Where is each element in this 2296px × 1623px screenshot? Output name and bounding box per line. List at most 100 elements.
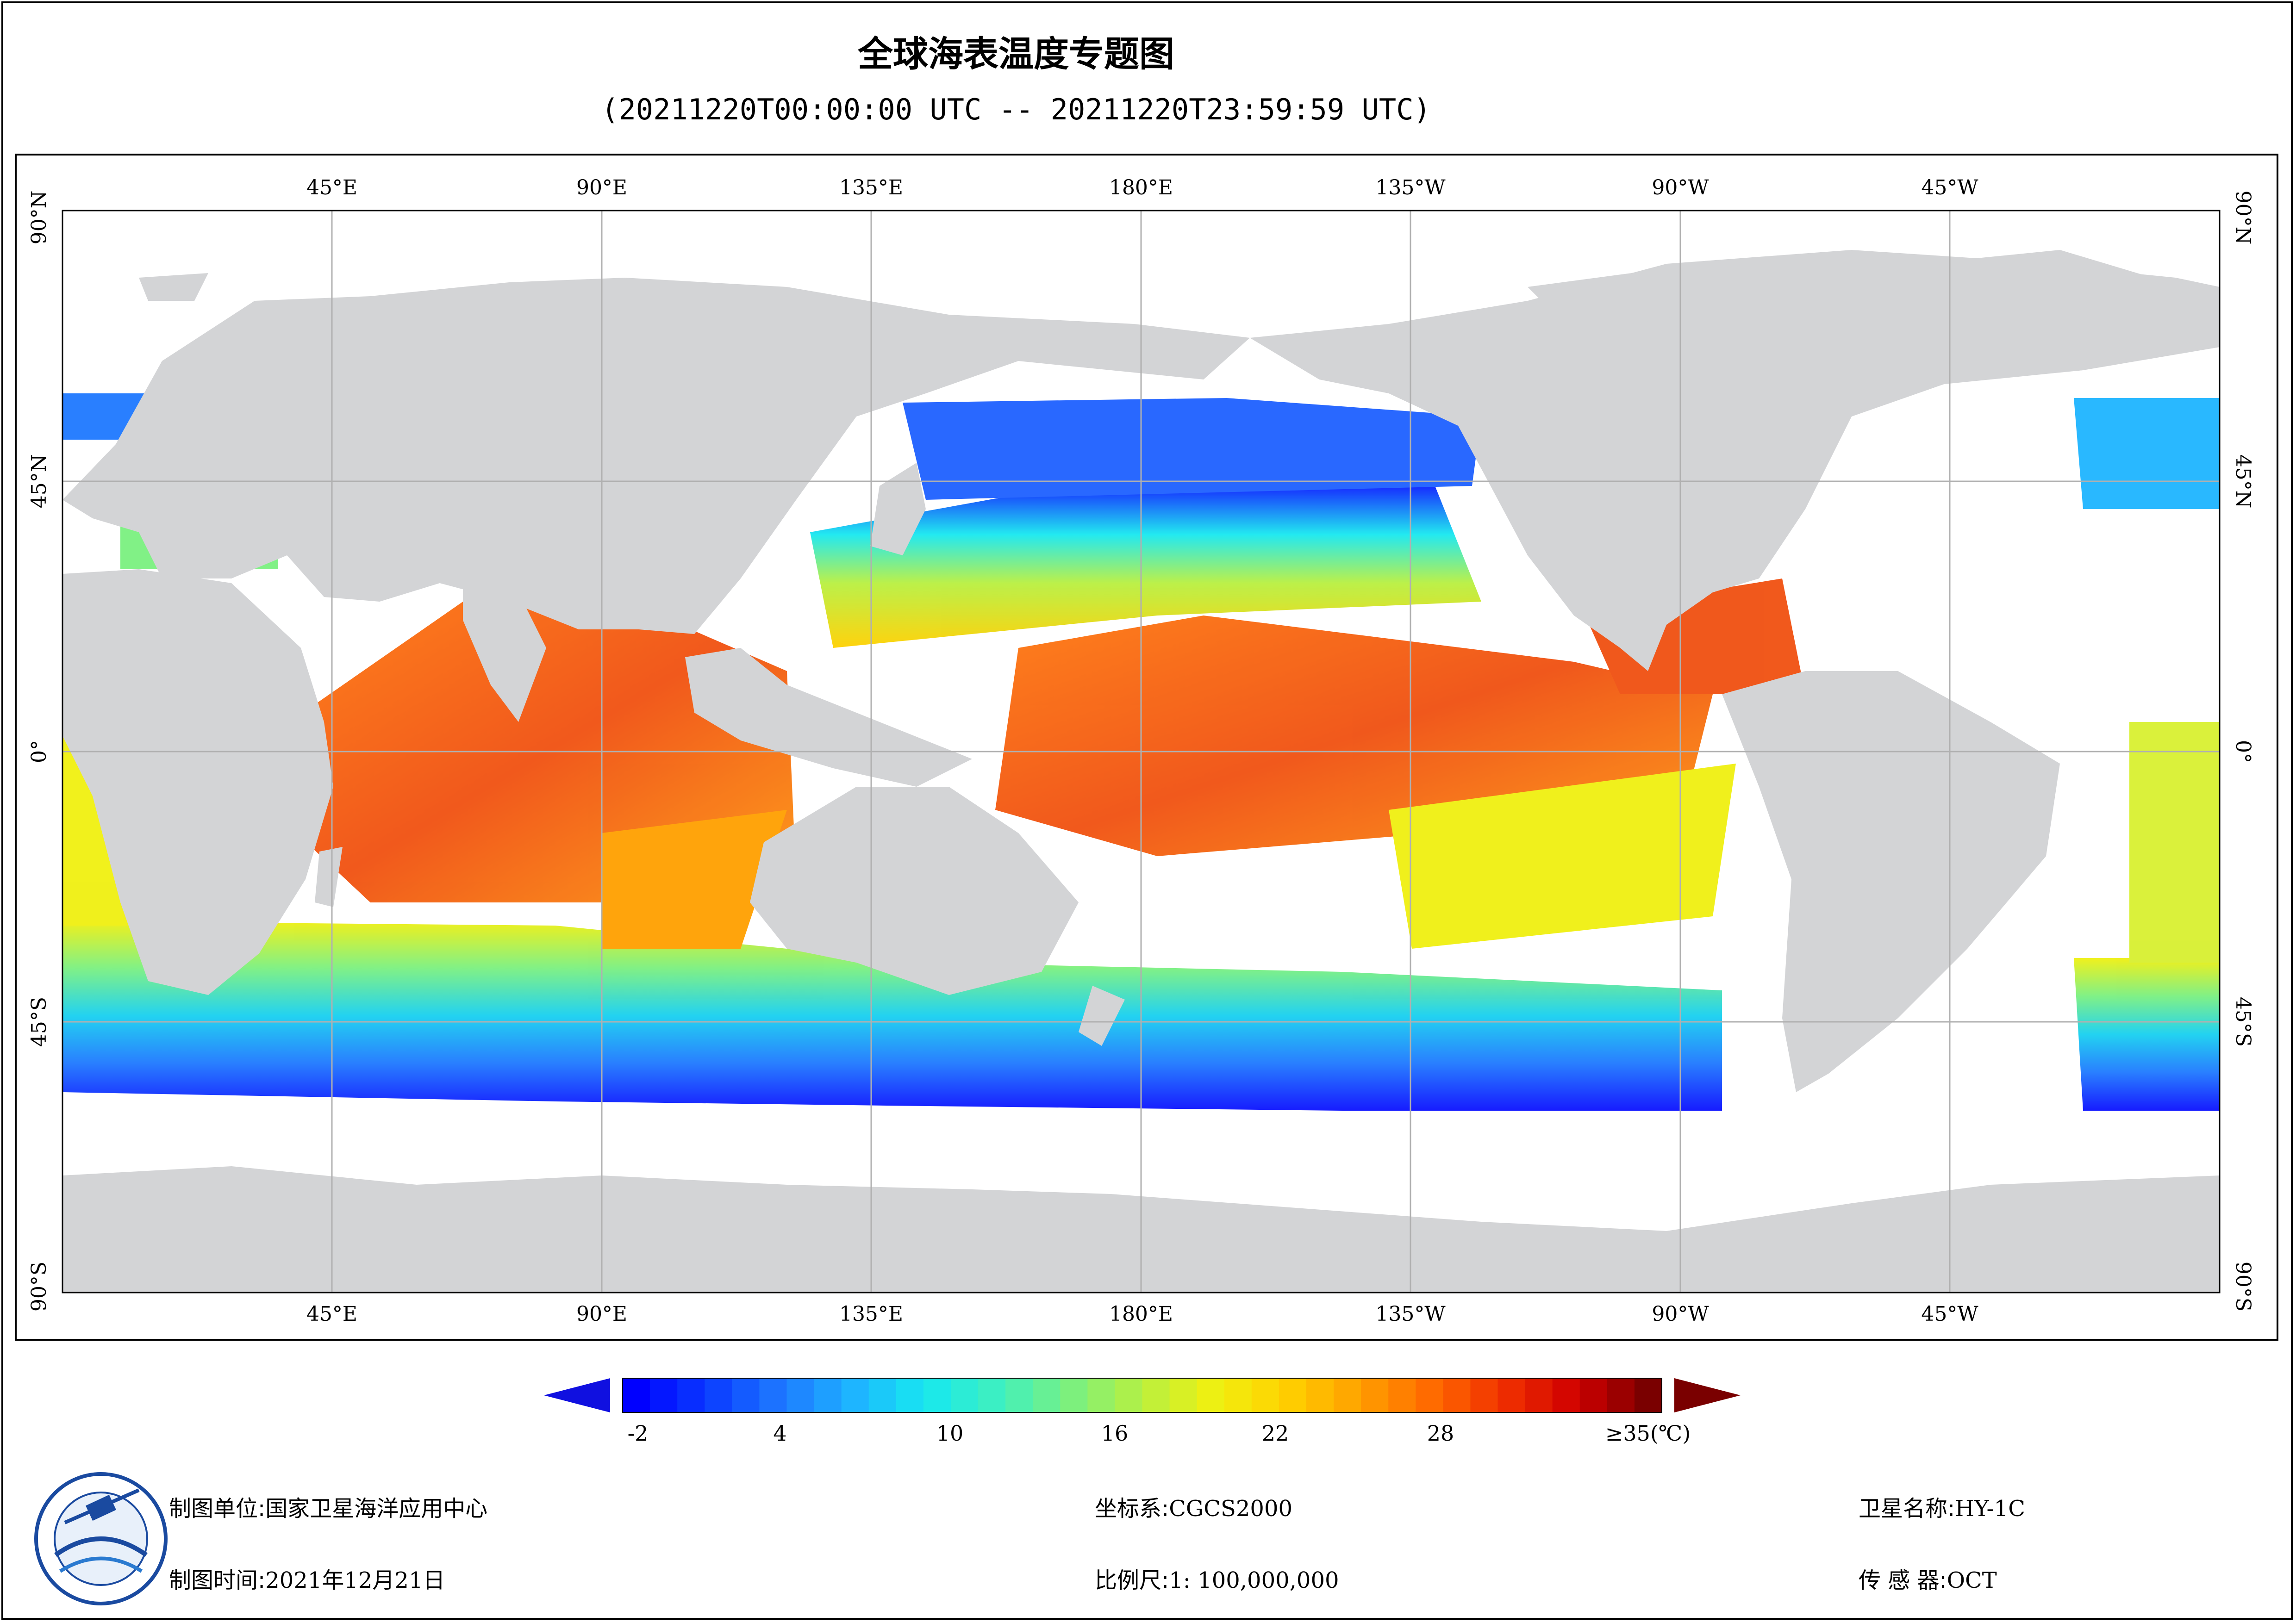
west-australia-sst (602, 810, 787, 949)
australia-land (750, 787, 1079, 995)
lon-label-bottom: 45°E (306, 1302, 358, 1326)
japan-land (870, 463, 926, 555)
crs-label: 坐标系: (1095, 1496, 1169, 1522)
colorbar-cell (1607, 1378, 1635, 1412)
time-range-subtitle: (20211220T00:00:00 UTC -- 20211220T23:59… (601, 93, 1431, 126)
west-atlantic-sst (2129, 722, 2220, 963)
crs-value: CGCS2000 (1169, 1496, 1293, 1522)
scale-value: 1: 100,000,000 (1169, 1567, 1339, 1593)
sensor-label: 传 感 器: (1859, 1567, 1947, 1593)
scale-field: 比例尺:1: 100,000,000 (1095, 1562, 1339, 1594)
lat-label-right: 45°S (2231, 996, 2255, 1047)
lon-label-top: 135°W (1375, 176, 1446, 199)
crs-field: 坐标系:CGCS2000 (1095, 1490, 1292, 1523)
map-date-field: 制图时间:2021年12月21日 (169, 1562, 445, 1594)
colorbar-tick-label: 4 (773, 1421, 787, 1446)
lon-label-bottom: 90°W (1652, 1302, 1709, 1326)
colorbar-cell (1169, 1378, 1198, 1412)
lat-label-left: 45°S (27, 996, 51, 1047)
lon-label-bottom: 135°W (1375, 1302, 1446, 1326)
lat-label-right: 90°S (2231, 1261, 2255, 1312)
map-neatline (62, 210, 2221, 1293)
india-land (463, 583, 546, 722)
colorbar-cell (1087, 1378, 1116, 1412)
colorbar-cell (1443, 1378, 1471, 1412)
sensor-value: OCT (1947, 1567, 1997, 1593)
lat-label-left: 90°S (27, 1261, 51, 1312)
lat-label-right: 90°N (2231, 190, 2255, 245)
lat-label-right: 45°N (2231, 454, 2255, 509)
nsoas-logo (34, 1472, 168, 1605)
colorbar-cell (814, 1378, 842, 1412)
colorbar-cell (841, 1378, 869, 1412)
lon-label-top: 90°W (1652, 176, 1709, 199)
colorbar-cell (868, 1378, 897, 1412)
colorbar-cell (1142, 1378, 1170, 1412)
lat-label-left: 90°N (27, 190, 51, 245)
lon-label-top: 90°E (576, 176, 628, 199)
colorbar-cell (1334, 1378, 1362, 1412)
colorbar-high-arrow (1674, 1378, 1741, 1412)
colorbar-cell (1470, 1378, 1498, 1412)
colorbar-cell (623, 1378, 651, 1412)
colorbar-tick-label: 16 (1101, 1421, 1129, 1446)
madagascar-land (315, 847, 343, 907)
greenland-land (1875, 250, 2152, 379)
colorbar-cell (1552, 1378, 1580, 1412)
producer-value: 国家卫星海洋应用中心 (265, 1496, 488, 1522)
colorbar-cell (1416, 1378, 1444, 1412)
colorbar-cell (1525, 1378, 1553, 1412)
lon-label-bottom: 90°E (576, 1302, 628, 1326)
satellite-label: 卫星名称: (1859, 1496, 1955, 1522)
colorbar-cell (705, 1378, 733, 1412)
lon-label-top: 180°E (1109, 176, 1173, 199)
colorbar-cell (1579, 1378, 1608, 1412)
scale-label: 比例尺: (1095, 1567, 1169, 1593)
lon-label-top: 45°E (306, 176, 358, 199)
colorbar-cell (1060, 1378, 1088, 1412)
producer-label: 制图单位: (169, 1496, 266, 1522)
colorbar-cell (1115, 1378, 1143, 1412)
producer-field: 制图单位:国家卫星海洋应用中心 (169, 1490, 487, 1523)
colorbar-cell (650, 1378, 678, 1412)
colorbar-cell (732, 1378, 760, 1412)
lon-label-top: 135°E (839, 176, 904, 199)
south-america-land (1722, 671, 2060, 1092)
colorbar-cell (978, 1378, 1006, 1412)
colorbar-tick-label: 10 (936, 1421, 964, 1446)
southern-ocean-sst (62, 921, 1722, 1111)
colorbar-tick-label: 28 (1427, 1421, 1454, 1446)
map-date-label: 制图时间: (169, 1567, 266, 1593)
north-pacific-sst (810, 486, 1481, 648)
page-title: 全球海表温度专题图 (858, 33, 1174, 75)
colorbar-cell (786, 1378, 815, 1412)
north-atlantic-sst (2074, 398, 2220, 509)
colorbar-tick-label: -2 (627, 1421, 649, 1446)
graticule (62, 211, 2220, 1293)
colorbar-cell (759, 1378, 787, 1412)
sst-data-layer (62, 393, 2220, 1111)
colorbar-cell (1497, 1378, 1526, 1412)
lon-label-bottom: 135°E (839, 1302, 904, 1326)
north-pacific-cold-sst (903, 398, 1481, 500)
colorbar-cells (623, 1378, 1662, 1412)
colorbar (544, 1378, 1741, 1413)
colorbar-cell (1388, 1378, 1416, 1412)
satellite-field: 卫星名称:HY-1C (1859, 1490, 2025, 1523)
lat-label-right: 0° (2231, 740, 2255, 763)
colorbar-cell (1634, 1378, 1662, 1412)
colorbar-cell (1279, 1378, 1307, 1412)
colorbar-cell (1224, 1378, 1252, 1412)
colorbar-cell (923, 1378, 951, 1412)
new-zealand-land (1079, 986, 1125, 1046)
svalbard-land (139, 273, 208, 301)
colorbar-tick-label: ≥35(℃) (1605, 1421, 1691, 1446)
map-date-value: 2021年12月21日 (265, 1567, 445, 1593)
colorbar-cell (677, 1378, 705, 1412)
colorbar-low-arrow (544, 1378, 610, 1412)
lon-label-top: 45°W (1921, 176, 1978, 199)
colorbar-cell (1005, 1378, 1034, 1412)
colorbar-cell (1251, 1378, 1279, 1412)
